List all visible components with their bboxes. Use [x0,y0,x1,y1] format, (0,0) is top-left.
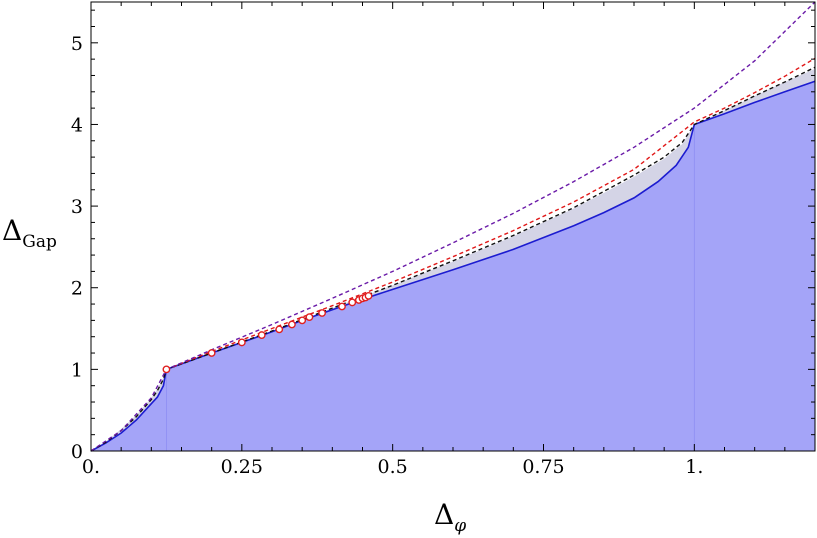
y-tick-label: 1 [71,359,83,381]
dashed-line-3 [90,1,816,452]
y-tick-label: 5 [71,33,83,55]
marker-point [288,320,296,329]
marker-point [275,325,284,334]
x-axis-label: Δφ [434,498,466,536]
marker-point [298,316,307,325]
marker-point [318,309,326,317]
y-tick-label: 2 [71,278,83,300]
marker-point [364,291,373,300]
bound-line [90,80,816,452]
y-tick-label: 0 [71,441,83,463]
marker-point [162,365,171,374]
axis-layer: 0. 0.25 0.5 0.75 1. 0 1 2 3 4 5 [71,1,816,478]
marker-point [207,349,216,357]
x-tick-label: 0.5 [378,456,408,478]
dashed-line-2 [166,57,816,371]
plot-layer [90,1,816,452]
x-tick-label: 0. [82,456,100,478]
y-axis-label: ΔGap [2,214,57,252]
y-tick-label: 3 [71,196,83,218]
x-tick-label: 1. [685,456,703,478]
y-tick-label: 4 [71,114,83,136]
x-tick-label: 0.25 [221,456,263,478]
y-axis-label-sub: Gap [22,232,57,252]
marker-point [305,313,314,322]
dashed-line-1 [90,66,816,452]
allowed-region-area [91,81,815,451]
x-tick-label: 0.75 [522,456,564,478]
marker-point [338,302,346,311]
marker-point [348,298,357,307]
x-axis-label-sub: φ [454,516,466,536]
marker-point [237,338,246,347]
x-axis-label-main: Δ [434,498,454,531]
y-axis-label-main: Δ [2,214,22,247]
marker-point [257,331,266,339]
